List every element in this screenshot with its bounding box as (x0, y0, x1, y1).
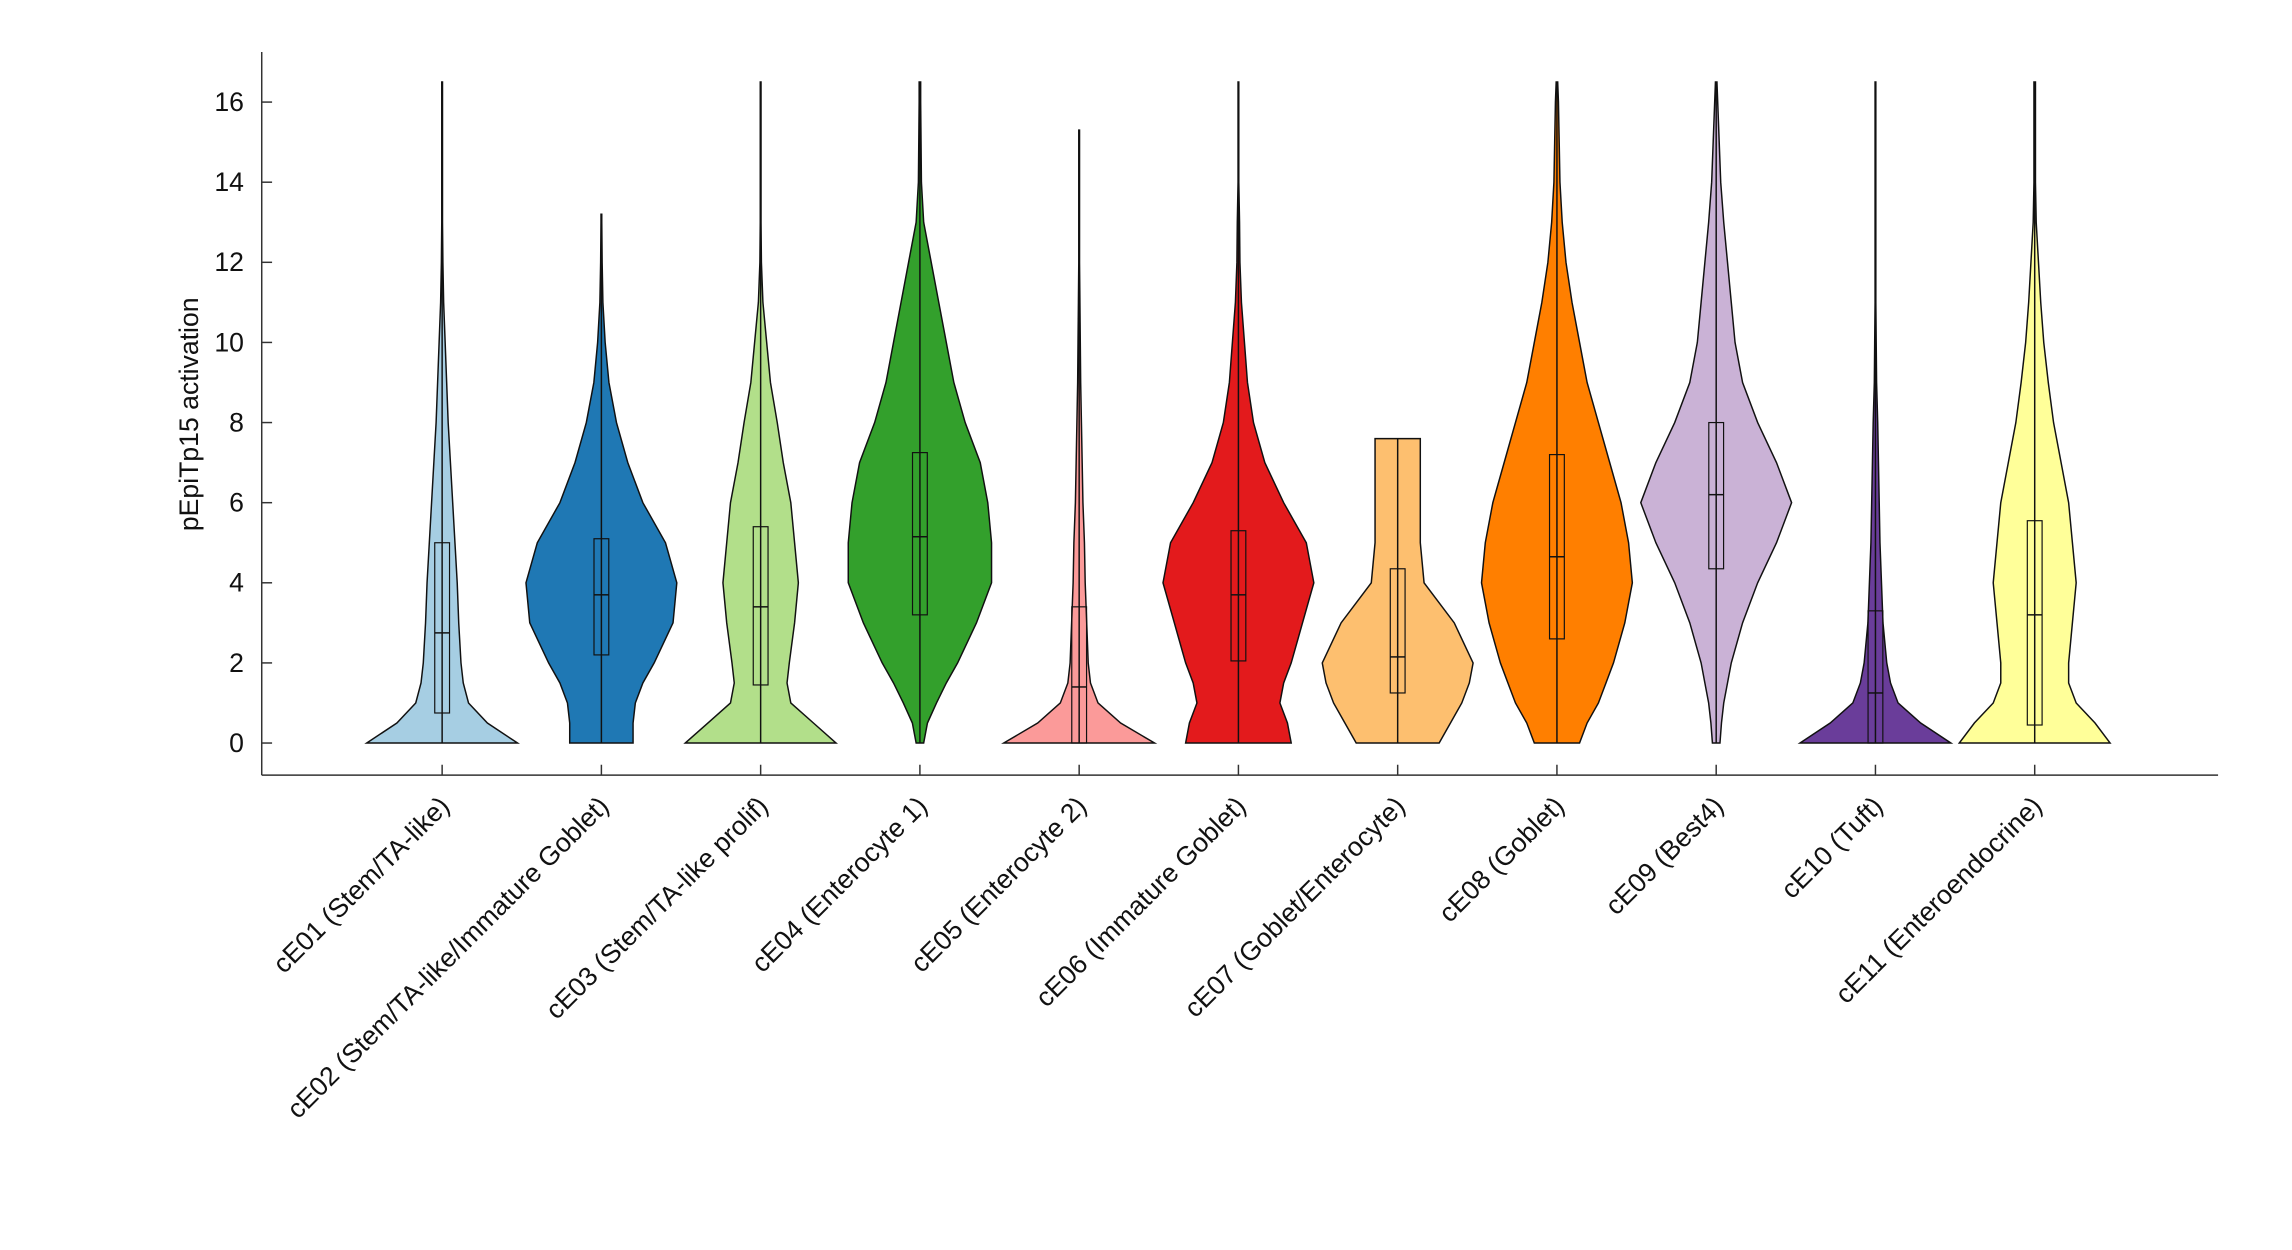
x-tick-label: cE05 (Enterocyte 2) (905, 791, 1093, 979)
y-tick-label: 2 (229, 648, 244, 678)
y-tick-label: 14 (214, 167, 244, 197)
box (593, 538, 610, 656)
y-tick-label: 8 (229, 407, 244, 437)
y-tick-label: 6 (229, 488, 244, 518)
y-tick-label: 0 (229, 728, 244, 758)
x-tick-label: cE08 (Goblet) (1433, 791, 1570, 928)
box (1708, 421, 1725, 570)
x-tick-label: cE02 (Stem/TA-like/Immature Goblet) (281, 791, 615, 1125)
y-tick-label: 16 (214, 87, 244, 117)
box (1389, 568, 1406, 694)
box (434, 542, 451, 714)
x-tick-label: cE01 (Stem/TA-like) (267, 791, 455, 979)
y-tick-label: 12 (214, 247, 244, 277)
box (1867, 610, 1884, 744)
box (1548, 454, 1565, 640)
box (752, 526, 769, 686)
y-tick-label: 4 (229, 568, 244, 598)
y-tick-label: 10 (214, 327, 244, 357)
box (911, 452, 928, 616)
x-tick-label: cE09 (Best4) (1599, 791, 1729, 921)
y-axis-label: pEpiTp15 activation (174, 297, 204, 531)
x-tick-label: cE04 (Enterocyte 1) (746, 791, 934, 979)
box (2026, 520, 2043, 726)
x-tick-label: cE10 (Tuft) (1775, 791, 1889, 905)
box (1071, 606, 1088, 744)
box (1230, 530, 1247, 662)
